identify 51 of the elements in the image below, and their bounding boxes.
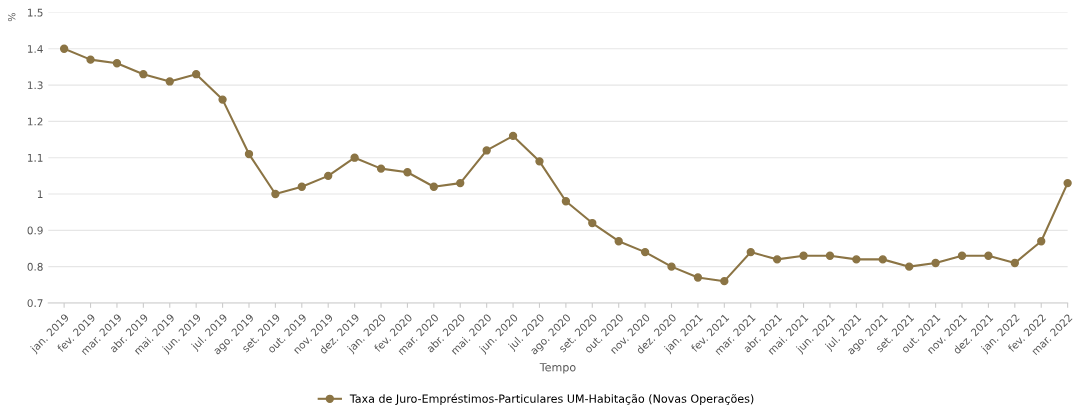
point — [535, 157, 544, 166]
point — [165, 77, 174, 86]
x-axis-title: Tempo — [539, 363, 576, 374]
y-tick-label: 1.3 — [28, 81, 43, 90]
legend-label: Taxa de Juro-Empréstimos-Particulares UM-Habitação (Novas Operações) — [349, 393, 754, 405]
point — [403, 168, 412, 177]
y-tick-label: 0.7 — [27, 299, 43, 308]
y-axis-title: % — [8, 12, 16, 22]
point — [561, 197, 571, 206]
point — [720, 276, 729, 286]
point — [192, 70, 201, 79]
point — [693, 273, 703, 282]
point — [482, 146, 491, 155]
y-tick-label: 1.2 — [28, 117, 43, 126]
y-tick-label: 0.9 — [27, 226, 43, 235]
point — [350, 153, 359, 162]
y-tick-label: 1.5 — [28, 8, 43, 17]
point — [324, 171, 333, 181]
point — [271, 189, 280, 199]
point — [1010, 258, 1019, 268]
point — [772, 255, 782, 264]
point — [614, 237, 623, 246]
point — [667, 262, 676, 271]
point — [244, 149, 254, 159]
point — [984, 251, 993, 260]
point — [297, 182, 306, 191]
point — [429, 182, 439, 191]
point — [456, 178, 465, 188]
point — [640, 247, 650, 257]
point — [86, 55, 95, 64]
y-tick-label: 1 — [37, 190, 43, 198]
point — [799, 251, 808, 260]
point — [139, 70, 148, 79]
point — [957, 251, 967, 260]
point — [508, 131, 518, 141]
y-tick-label: 0.8 — [27, 262, 43, 271]
point — [878, 255, 887, 264]
point — [218, 95, 227, 104]
point — [825, 251, 835, 260]
y-tick-label: 1.4 — [28, 45, 43, 53]
point — [746, 247, 755, 257]
point — [931, 258, 940, 268]
y-tick-label: 1.1 — [28, 154, 43, 162]
point — [59, 44, 69, 53]
point — [376, 164, 386, 173]
point — [1063, 178, 1072, 188]
point — [852, 255, 861, 264]
point — [112, 59, 122, 68]
point — [905, 262, 914, 271]
point — [1037, 237, 1046, 246]
point — [588, 218, 597, 228]
